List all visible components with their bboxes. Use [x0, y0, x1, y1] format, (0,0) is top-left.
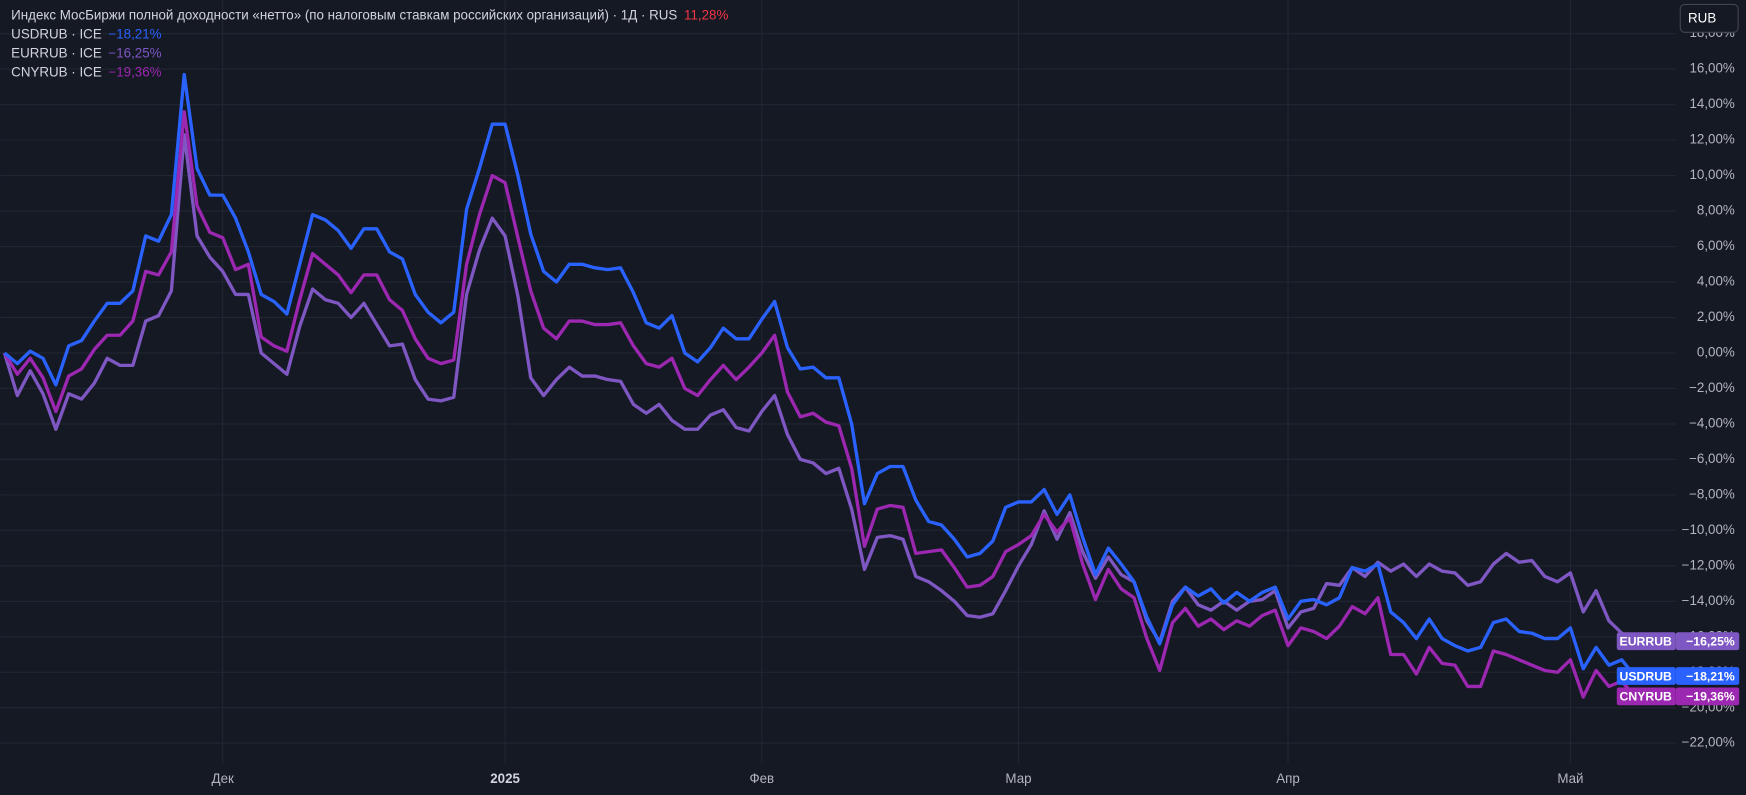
header: Индекс МосБиржи полной доходности «нетто…	[11, 7, 728, 22]
legend-label: EURRUB · ICE	[11, 45, 102, 60]
series-line	[2, 133, 1636, 644]
y-tick-label: −8,00%	[1689, 486, 1735, 501]
y-tick-label: 0,00%	[1697, 345, 1735, 360]
x-tick-label: Дек	[212, 771, 234, 786]
grid	[0, 0, 1676, 763]
y-tick-label: 2,00%	[1697, 309, 1735, 324]
badge-name: EURRUB	[1620, 635, 1673, 649]
series-line	[3, 72, 1636, 678]
y-tick-label: −10,00%	[1682, 522, 1735, 537]
y-tick-label: 16,00%	[1689, 61, 1734, 76]
legend-label: CNYRUB · ICE	[11, 64, 102, 79]
x-tick-label: Фев	[749, 771, 774, 786]
x-tick-label: Май	[1557, 771, 1583, 786]
legend-value: −18,21%	[108, 26, 161, 41]
y-tick-label: 12,00%	[1689, 132, 1734, 147]
title: Индекс МосБиржи полной доходности «нетто…	[11, 7, 677, 22]
button-frame[interactable]	[1679, 3, 1739, 33]
legend-item: USDRUB · ICE −18,21%	[11, 26, 161, 41]
y-tick-label: −4,00%	[1689, 415, 1735, 430]
y-tick-label: −2,00%	[1689, 380, 1735, 395]
y-tick-label: −12,00%	[1682, 557, 1735, 572]
badge-value-bg	[1675, 632, 1740, 651]
lines	[2, 72, 1636, 699]
badge-name-bg	[1616, 687, 1676, 706]
badge-name: USDRUB	[1620, 669, 1673, 683]
badge-value: −19,36%	[1686, 690, 1735, 704]
currency-button[interactable]: RUB	[1679, 3, 1739, 33]
button-label[interactable]: RUB	[1688, 10, 1716, 25]
x-tick-label: Мар	[1005, 771, 1031, 786]
legend-value: −19,36%	[108, 64, 161, 79]
badge-value: −18,21%	[1686, 669, 1735, 683]
badge-name-bg	[1616, 667, 1676, 685]
y-tick-label: −22,00%	[1682, 735, 1735, 750]
badge-value-bg	[1675, 687, 1740, 706]
badge-value-bg	[1675, 667, 1740, 685]
title-change: 11,28%	[684, 7, 728, 22]
y-tick-label: 10,00%	[1689, 167, 1734, 182]
badge-name: CNYRUB	[1620, 690, 1673, 704]
y-tick-label: −14,00%	[1682, 593, 1735, 608]
y-tick-label: 8,00%	[1697, 203, 1735, 218]
y-tick-label: 14,00%	[1689, 96, 1734, 111]
series-line	[3, 110, 1636, 699]
x-tick-label: 2025	[490, 771, 520, 786]
badges: EURRUB −16,25% CNYRUB −19,36% USDRUB −18,21%	[1616, 632, 1740, 706]
y-tick-label: 4,00%	[1697, 274, 1735, 289]
axes: 18,00%16,00%14,00%12,00%10,00%8,00%6,00%…	[212, 25, 1735, 786]
legend-item: CNYRUB · ICE −19,36%	[11, 64, 161, 79]
y-tick-label: −6,00%	[1689, 451, 1735, 466]
legend-label: USDRUB · ICE	[11, 26, 102, 41]
badge-value: −16,25%	[1686, 635, 1735, 649]
badge-name-bg	[1616, 632, 1676, 651]
x-tick-label: Апр	[1276, 771, 1300, 786]
legend-item: EURRUB · ICE −16,25%	[11, 45, 161, 60]
legend-value: −16,25%	[108, 45, 161, 60]
y-tick-label: 6,00%	[1697, 238, 1735, 253]
